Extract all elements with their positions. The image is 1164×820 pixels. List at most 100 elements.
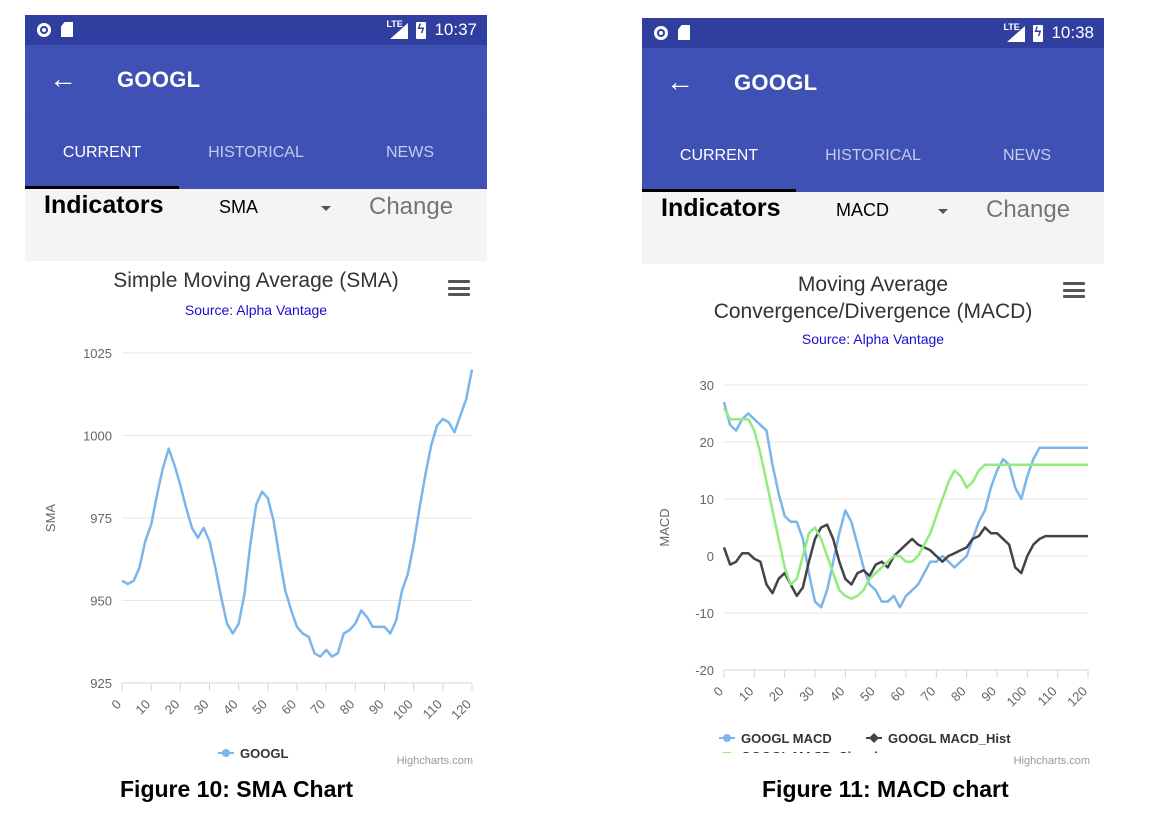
legend-label: GOOGL MACD_Signal [741, 749, 878, 753]
y-axis-title: MACD [657, 508, 672, 546]
figure-caption: Figure 11: MACD chart [762, 776, 1009, 802]
legend-marker [869, 733, 879, 743]
active-tab-indicator [642, 189, 796, 192]
figure-caption: Figure 10: SMA Chart [120, 776, 354, 802]
chart-subtitle: Source: Alpha Vantage [801, 331, 945, 347]
chart-title-line2: Convergence/Divergence (MACD) [713, 300, 1033, 323]
y-tick-label: 30 [700, 378, 714, 393]
y-tick-label: -10 [695, 606, 714, 621]
macd-screen: LTE 10:38 ← GOOGL CURRENT HISTORICAL NEW… [642, 18, 1104, 775]
page-title: GOOGL [117, 67, 201, 92]
x-tick-label: 10 [736, 684, 757, 705]
x-tick-label: 60 [887, 684, 908, 705]
page-title: GOOGL [734, 70, 818, 95]
series-line [121, 369, 474, 658]
hamburger-menu-icon[interactable] [448, 280, 470, 296]
chart-credits: Highcharts.com [1013, 755, 1090, 767]
indicator-selector-row: Indicators MACD Change [642, 192, 1104, 264]
x-tick-label: 110 [1035, 684, 1060, 709]
x-tick-label: 100 [390, 697, 416, 723]
battery-charging-icon [1033, 24, 1044, 42]
x-tick-label: 90 [978, 684, 999, 705]
legend-marker [723, 734, 731, 742]
y-tick-label: 0 [707, 549, 714, 564]
legend-label: GOOGL MACD [741, 731, 832, 746]
y-tick-label: 1025 [83, 346, 112, 361]
sd-card-icon [61, 22, 73, 37]
tab-historical[interactable]: HISTORICAL [208, 144, 304, 161]
chart-subtitle: Source: Alpha Vantage [184, 302, 328, 318]
battery-charging-icon [416, 21, 427, 39]
y-tick-label: 950 [90, 594, 112, 609]
change-button[interactable]: Change [986, 196, 1071, 223]
chart-credits: Highcharts.com [396, 755, 473, 767]
series-line [722, 401, 1088, 609]
status-time: 10:37 [434, 20, 477, 39]
y-axis-title: SMA [43, 504, 58, 533]
indicator-dropdown[interactable]: MACD [836, 200, 889, 220]
tab-news[interactable]: NEWS [386, 144, 434, 161]
legend-label: GOOGL [240, 746, 288, 760]
x-tick-label: 10 [132, 697, 153, 718]
tab-current[interactable]: CURRENT [62, 144, 142, 161]
active-tab-indicator [25, 186, 179, 189]
y-tick-label: 925 [90, 676, 112, 691]
lte-signal-icon: LTE [1003, 22, 1026, 42]
x-tick-label: 30 [796, 684, 817, 705]
sma-screen: LTE 10:37 ← GOOGL CURRENT HISTORICAL NEW… [25, 15, 487, 775]
series-line [722, 523, 1088, 598]
back-arrow-icon[interactable]: ← [49, 63, 77, 94]
x-tick-label: 120 [448, 697, 474, 723]
x-tick-label: 20 [162, 697, 183, 718]
status-bar: LTE 10:38 [642, 18, 1104, 48]
x-tick-label: 20 [766, 684, 787, 705]
macd-chart: -20 -10 0 10 20 30 0 10 20 30 40 50 60 70 80 90 100 110 12… [657, 378, 1090, 753]
legend-label: GOOGL MACD_Hist [888, 731, 1011, 746]
tab-news[interactable]: NEWS [1003, 147, 1051, 164]
chart-title: Moving Average [797, 273, 949, 296]
x-tick-label: 80 [948, 684, 969, 705]
chart-title: Simple Moving Average (SMA) [113, 269, 399, 292]
x-tick-label: 70 [918, 684, 939, 705]
change-button[interactable]: Change [369, 193, 454, 220]
x-tick-label: 0 [108, 697, 124, 713]
hamburger-menu-icon[interactable] [1063, 282, 1085, 298]
indicator-dropdown[interactable]: SMA [219, 197, 259, 217]
legend-marker [723, 752, 731, 753]
x-tick-label: 110 [420, 697, 445, 722]
tab-bar: CURRENT HISTORICAL NEWS [642, 120, 1104, 192]
status-bar: LTE 10:37 [25, 15, 487, 45]
x-tick-label: 100 [1004, 684, 1030, 710]
circle-status-icon [37, 22, 51, 37]
y-tick-label: 1000 [83, 429, 112, 444]
circle-status-icon [654, 25, 668, 40]
tab-historical[interactable]: HISTORICAL [825, 147, 921, 164]
indicator-selector-row: Indicators SMA Change [25, 189, 487, 261]
y-tick-label: 975 [90, 511, 112, 526]
lte-signal-icon: LTE [386, 19, 409, 39]
x-tick-label: 60 [278, 697, 299, 718]
tab-current[interactable]: CURRENT [679, 147, 759, 164]
dropdown-arrow-icon[interactable] [938, 209, 948, 214]
x-tick-label: 70 [307, 697, 328, 718]
series-line [722, 407, 1088, 601]
tab-bar: CURRENT HISTORICAL NEWS [25, 117, 487, 189]
x-tick-label: 80 [337, 697, 358, 718]
x-tick-label: 50 [857, 684, 878, 705]
y-tick-label: 20 [700, 435, 714, 450]
x-tick-label: 40 [827, 684, 848, 705]
back-arrow-icon[interactable]: ← [666, 66, 694, 97]
indicators-label: Indicators [661, 194, 781, 222]
x-tick-label: 0 [710, 684, 726, 700]
y-tick-label: -20 [695, 663, 714, 678]
app-bar: ← GOOGL [25, 45, 487, 117]
y-tick-label: 10 [700, 492, 714, 507]
legend-marker [222, 749, 230, 757]
x-tick-label: 50 [249, 697, 270, 718]
x-tick-label: 40 [220, 697, 241, 718]
sd-card-icon [678, 25, 690, 40]
x-tick-label: 30 [191, 697, 212, 718]
dropdown-arrow-icon[interactable] [321, 206, 331, 211]
indicators-label: Indicators [44, 191, 164, 219]
